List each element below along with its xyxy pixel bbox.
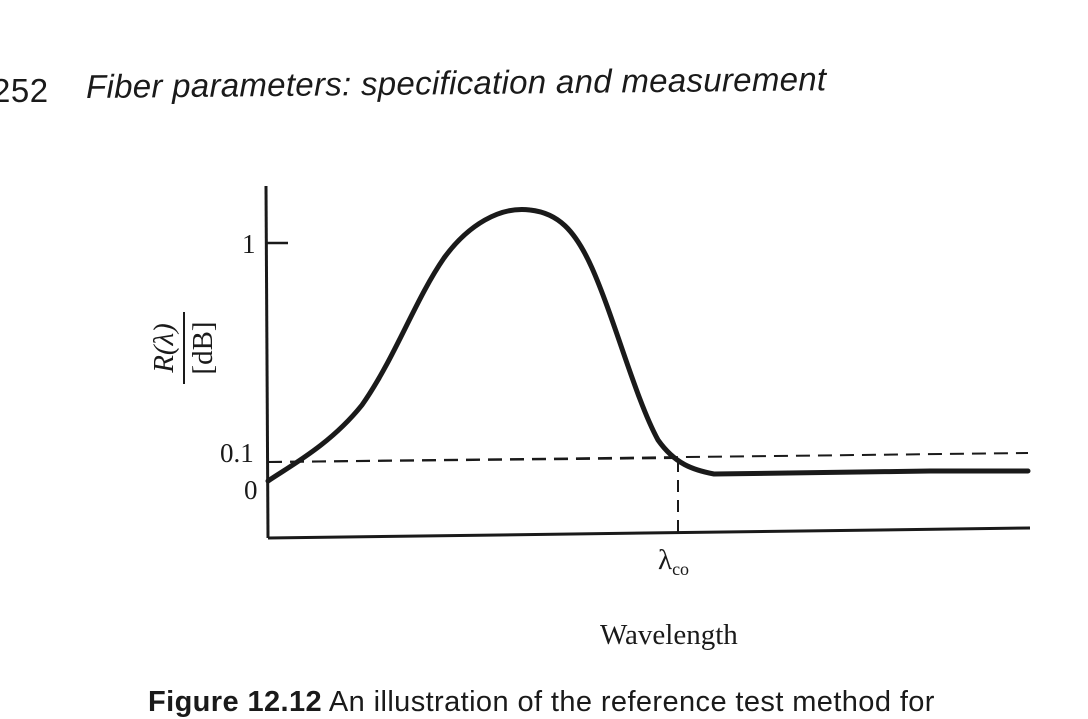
y-axis xyxy=(264,185,270,539)
y-axis-label-top: R(λ) xyxy=(148,323,180,374)
y-tick-label-point-one: 0.1 xyxy=(220,438,254,468)
y-axis-label: R(λ) [dB] xyxy=(148,312,219,384)
figure-caption-label: Figure 12.12 xyxy=(148,686,323,718)
x-tick-label-cutoff: λco xyxy=(658,544,689,579)
cutoff-symbol: λ xyxy=(658,544,672,576)
figure-caption: Figure 12.12 An illustration of the refe… xyxy=(148,686,935,719)
y-tick-label-one: 1 xyxy=(242,229,256,259)
y-axis-label-bottom: [dB] xyxy=(187,321,219,374)
series-curve xyxy=(265,206,1031,484)
reference-line-0-1 xyxy=(267,457,679,463)
cutoff-subscript: co xyxy=(672,559,689,579)
page-number: 252 xyxy=(0,72,49,109)
figure-caption-text: An illustration of the reference test me… xyxy=(328,686,935,718)
x-axis-label: Wavelength xyxy=(600,619,738,651)
x-axis xyxy=(267,526,1031,540)
y-tick-label-zero: 0 xyxy=(244,475,258,505)
